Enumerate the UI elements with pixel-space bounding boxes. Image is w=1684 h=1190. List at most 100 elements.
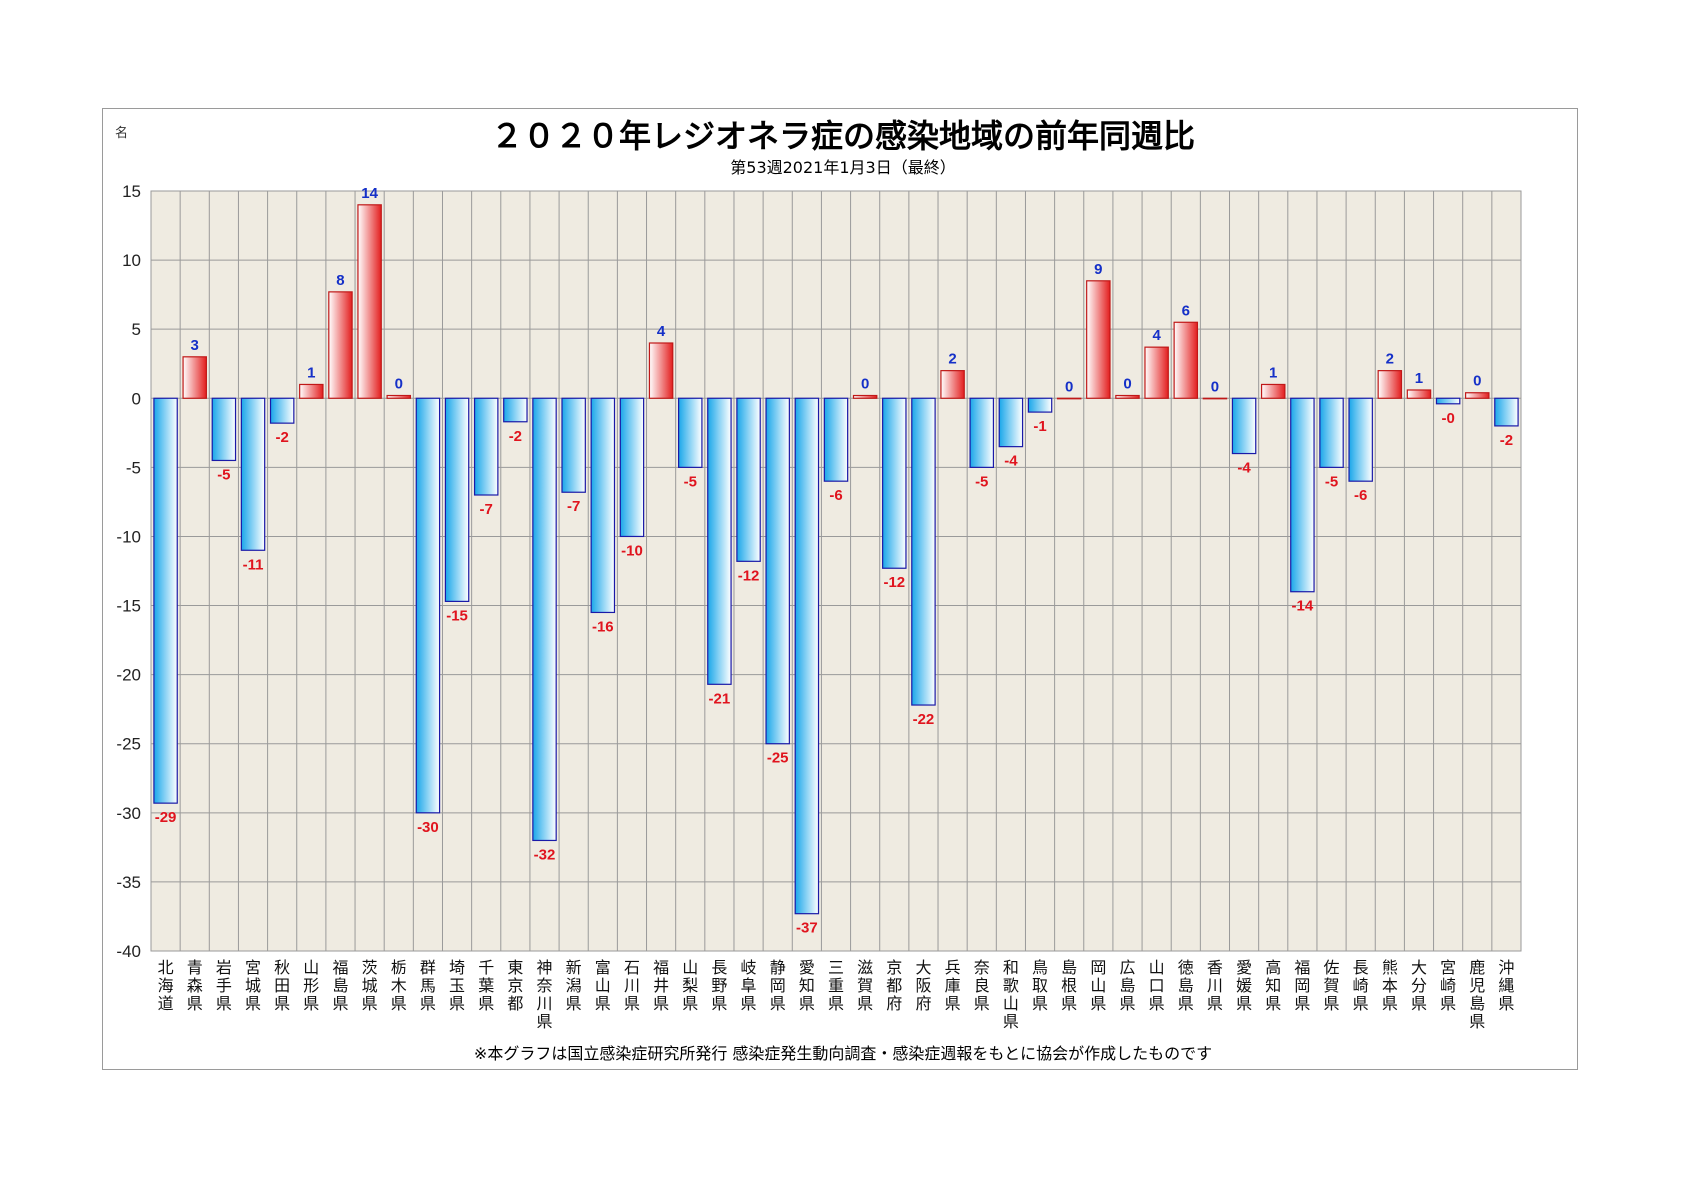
bar-佐賀県 [1319,397,1344,468]
data-label: -2 [1500,432,1513,449]
x-category-label: 福井県 [653,958,669,1013]
data-label: -4 [1237,460,1251,477]
x-category-label: 青森県 [187,958,203,1013]
data-label: 0 [861,376,869,393]
chart-title: ２０２０年レジオネラ症の感染地域の前年同週比 [491,117,1195,155]
bar-兵庫県 [940,370,965,399]
bar-東京都 [503,397,528,423]
data-label: -25 [767,750,789,767]
bar-広島県 [1115,394,1140,399]
y-tick-label: 10 [122,251,141,270]
x-category-label: 大分県 [1411,958,1427,1013]
x-category-label: 京都府 [886,958,902,1013]
x-category-label: 山形県 [303,958,319,1013]
data-label: -29 [155,809,177,826]
x-category-label: 山梨県 [682,958,698,1013]
x-category-label: 岩手県 [216,958,232,1013]
data-label: -14 [1292,598,1314,615]
x-category-label: 奈良県 [974,958,990,1013]
data-label: -15 [446,607,468,624]
data-label: -6 [1354,487,1367,504]
x-category-label: 山口県 [1149,958,1165,1013]
y-unit-label: 名 [115,125,128,141]
data-label: -12 [883,574,905,591]
bar-栃木県 [386,394,412,399]
data-label: 4 [1152,327,1161,344]
bar-青森県 [182,356,207,399]
data-label: -6 [829,487,842,504]
data-label: 0 [395,376,403,393]
bar-神奈川県 [532,397,557,842]
x-category-label: 石川県 [624,958,640,1013]
x-category-label: 宮城県 [245,958,261,1013]
bar-山梨県 [677,397,703,468]
data-labels: -293-5-11-218140-30-15-7-2-32-7-16-104-5… [155,185,1513,937]
data-label: -32 [534,846,556,863]
y-tick-label: -20 [116,666,141,685]
x-category-label: 神奈川県 [537,958,553,1031]
bar-新潟県 [561,397,586,493]
data-label: -0 [1441,410,1454,427]
y-tick-label: 5 [132,320,141,339]
bar-宮崎県 [1435,397,1461,405]
x-category-label: 茨城県 [362,958,378,1013]
x-category-label: 和歌山県 [1003,958,1019,1031]
data-label: -10 [621,542,643,559]
bar-千葉県 [473,397,499,496]
plot-area [150,190,1522,952]
x-category-label: 愛知県 [799,958,815,1013]
bar-山口県 [1144,346,1169,399]
y-tick-label: -5 [126,458,141,477]
data-label: -5 [684,473,697,490]
bar-大阪府 [911,397,936,706]
data-label: -7 [567,498,580,515]
data-label: 14 [361,185,378,202]
data-label: -21 [709,690,731,707]
data-label: -5 [975,473,988,490]
data-label: 4 [657,323,666,340]
x-category-label: 長崎県 [1353,958,1369,1013]
bar-和歌山県 [998,397,1024,448]
data-label: 0 [1065,378,1073,395]
y-tick-label: -25 [116,735,141,754]
bar-長崎県 [1348,397,1373,482]
x-category-label: 岐阜県 [741,958,757,1013]
x-category-label: 香川県 [1207,958,1223,1013]
data-label: 1 [1269,364,1277,381]
bar-奈良県 [969,397,995,468]
y-tick-label: -15 [116,597,141,616]
x-category-label: 三重県 [828,958,844,1013]
data-label: 0 [1211,378,1219,395]
bar-茨城県 [357,204,382,399]
x-category-label: 栃木県 [391,958,407,1013]
data-label: -11 [243,556,264,573]
x-category-label: 群馬県 [420,958,436,1013]
y-tick-label: 0 [132,389,141,408]
y-tick-label: -40 [116,942,141,961]
footnote: ※本グラフは国立感染症研究所発行 感染症発生動向調査・感染症週報をもとに協会が作… [474,1044,1212,1063]
data-label: -4 [1004,453,1018,470]
bar-愛媛県 [1231,397,1257,455]
data-label: -16 [592,618,614,635]
y-tick-label: -10 [116,527,141,546]
data-label: -7 [480,501,493,518]
bar-静岡県 [765,397,790,745]
bar-三重県 [823,397,849,482]
bar-秋田県 [269,397,295,424]
x-category-label: 鹿児島県 [1469,958,1485,1031]
data-label: 3 [191,337,199,354]
data-label: 2 [1386,351,1394,368]
bar-福井県 [648,342,674,399]
y-tick-label: -30 [116,804,141,823]
data-label: 8 [336,272,344,289]
bar-島根県 [1056,397,1082,400]
x-category-label: 岡山県 [1090,958,1106,1013]
x-category-label: 福岡県 [1294,958,1310,1013]
x-category-label: 滋賀県 [857,958,873,1013]
bar-岡山県 [1086,280,1111,399]
bar-京都府 [882,397,907,569]
chart-frame: 名 ２０２０年レジオネラ症の感染地域の前年同週比 第53週2021年1月3日（最… [102,108,1578,1070]
x-category-label: 愛媛県 [1236,958,1252,1013]
data-label: 0 [1123,376,1131,393]
bar-香川県 [1202,397,1228,400]
